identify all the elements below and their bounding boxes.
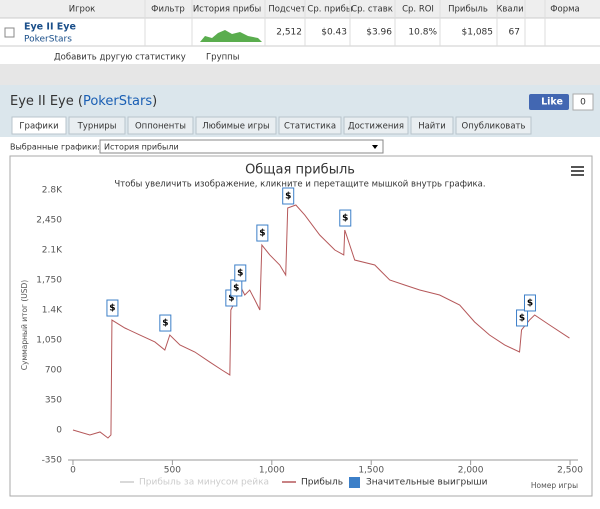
add-stat[interactable]: Добавить другую статистику [54, 53, 186, 63]
profit-line [72, 204, 570, 439]
like-count-box [572, 93, 594, 111]
menu-icon[interactable] [571, 166, 584, 176]
column-header: Ср. ставк [351, 5, 393, 15]
legend-label[interactable]: Значительные выигрыши [366, 478, 488, 488]
tab[interactable] [68, 116, 126, 135]
gap [0, 64, 600, 85]
table-cell: 10.8% [408, 28, 437, 38]
x-tick-label: 500 [164, 466, 181, 476]
tab-label[interactable]: Оппоненты [135, 122, 186, 132]
player-name[interactable]: Eye II Eye [24, 22, 76, 33]
tab-label[interactable]: Найти [418, 122, 446, 132]
win-flag-label: $ [109, 304, 115, 314]
table-header [0, 0, 600, 18]
win-flag-label: $ [259, 229, 265, 239]
tab-label[interactable]: Статистика [284, 122, 336, 132]
win-flag [159, 314, 172, 332]
win-flag [523, 294, 536, 312]
win-flag-label: $ [162, 319, 168, 329]
chart-title: Общая прибыль [245, 163, 355, 178]
y-tick-label: 2,450 [36, 216, 62, 226]
tab-label[interactable]: Турниры [77, 122, 117, 132]
win-flag-label: $ [233, 283, 239, 293]
x-axis-label: Номер игры [531, 481, 578, 490]
title-part: PokerStars [83, 94, 152, 109]
win-flag [234, 264, 247, 282]
select-arrow [372, 145, 378, 149]
x-tick-label: 1,000 [259, 466, 285, 476]
win-flag-label: $ [527, 298, 533, 308]
selector-value[interactable]: История прибыли [104, 143, 179, 152]
tab-label[interactable]: Графики [19, 122, 58, 132]
table-cell: 2,512 [276, 28, 302, 38]
y-tick-label: 1,050 [36, 336, 62, 346]
tab[interactable] [410, 116, 454, 135]
panel-title: Eye II Eye (PokerStars) [10, 94, 157, 109]
y-axis-label: Суммарный итог (USD) [20, 280, 29, 371]
chart-subtitle: Чтобы увеличить изображение, кликните и … [114, 180, 485, 190]
y-tick-label: 350 [45, 396, 62, 406]
y-tick-label: 2.8K [42, 186, 63, 196]
tab[interactable] [278, 116, 342, 135]
table-cell: $0.43 [321, 28, 347, 38]
tab[interactable] [455, 116, 532, 135]
groups[interactable]: Группы [206, 53, 239, 63]
win-flag-label: $ [342, 214, 348, 224]
win-flag [282, 187, 295, 205]
win-flag [516, 309, 529, 327]
tab-label[interactable]: Опубликовать [462, 122, 526, 132]
chart-frame [9, 155, 593, 497]
column-header: Фильтр [151, 5, 185, 15]
tab-label[interactable]: Достижения [348, 122, 404, 132]
tab[interactable] [343, 116, 409, 135]
win-flag-label: $ [519, 313, 525, 323]
player-site: PokerStars [24, 35, 72, 45]
win-flag-label: $ [237, 268, 243, 278]
table-cell: $1,085 [462, 28, 494, 38]
column-header: Форма [550, 5, 580, 15]
column-header: Прибыль [448, 5, 488, 15]
y-tick-label: 0 [56, 426, 62, 436]
like-button[interactable] [529, 94, 569, 110]
y-tick-label: 2.1K [42, 246, 63, 256]
win-flag-label: $ [285, 192, 291, 202]
column-header: Ср. прибы [307, 5, 352, 15]
y-tick-label: -350 [42, 456, 63, 466]
x-tick-label: 2,500 [557, 466, 583, 476]
x-tick-label: 0 [70, 466, 76, 476]
tab[interactable] [11, 116, 67, 135]
legend-label[interactable]: Прибыль за минусом рейка [139, 478, 269, 488]
legend-swatch [349, 477, 360, 488]
checkbox[interactable] [4, 27, 15, 38]
y-tick-label: 1.4K [42, 306, 63, 316]
win-flag [106, 299, 119, 317]
tab-label[interactable]: Любимые игры [202, 122, 269, 132]
x-tick-label: 1,500 [358, 466, 384, 476]
title-part: Eye II Eye ( [10, 94, 83, 109]
win-flag [256, 224, 269, 242]
y-tick-label: 700 [45, 366, 62, 376]
selector-label: Выбранные графики: [10, 143, 100, 152]
y-tick-label: 1,750 [36, 276, 62, 286]
column-header: Ср. ROI [402, 5, 434, 15]
title-part: ) [152, 94, 157, 109]
like-label[interactable]: Like [541, 97, 563, 108]
table-cell: $3.96 [366, 28, 392, 38]
column-header: История прибы [193, 5, 261, 15]
column-header: Игрок [69, 5, 96, 15]
x-tick-label: 2,000 [458, 466, 484, 476]
win-flag-label: $ [228, 294, 234, 304]
select-box[interactable] [99, 139, 384, 154]
legend-label[interactable]: Прибыль [301, 478, 343, 488]
tab[interactable] [195, 116, 277, 135]
table-cell: 67 [509, 28, 520, 38]
tab[interactable] [127, 116, 194, 135]
column-header: Подсчет [268, 5, 305, 15]
like-count: 0 [580, 98, 586, 108]
history-sparkline [200, 30, 262, 42]
win-flag [339, 209, 352, 227]
column-header: Квали [496, 5, 523, 15]
